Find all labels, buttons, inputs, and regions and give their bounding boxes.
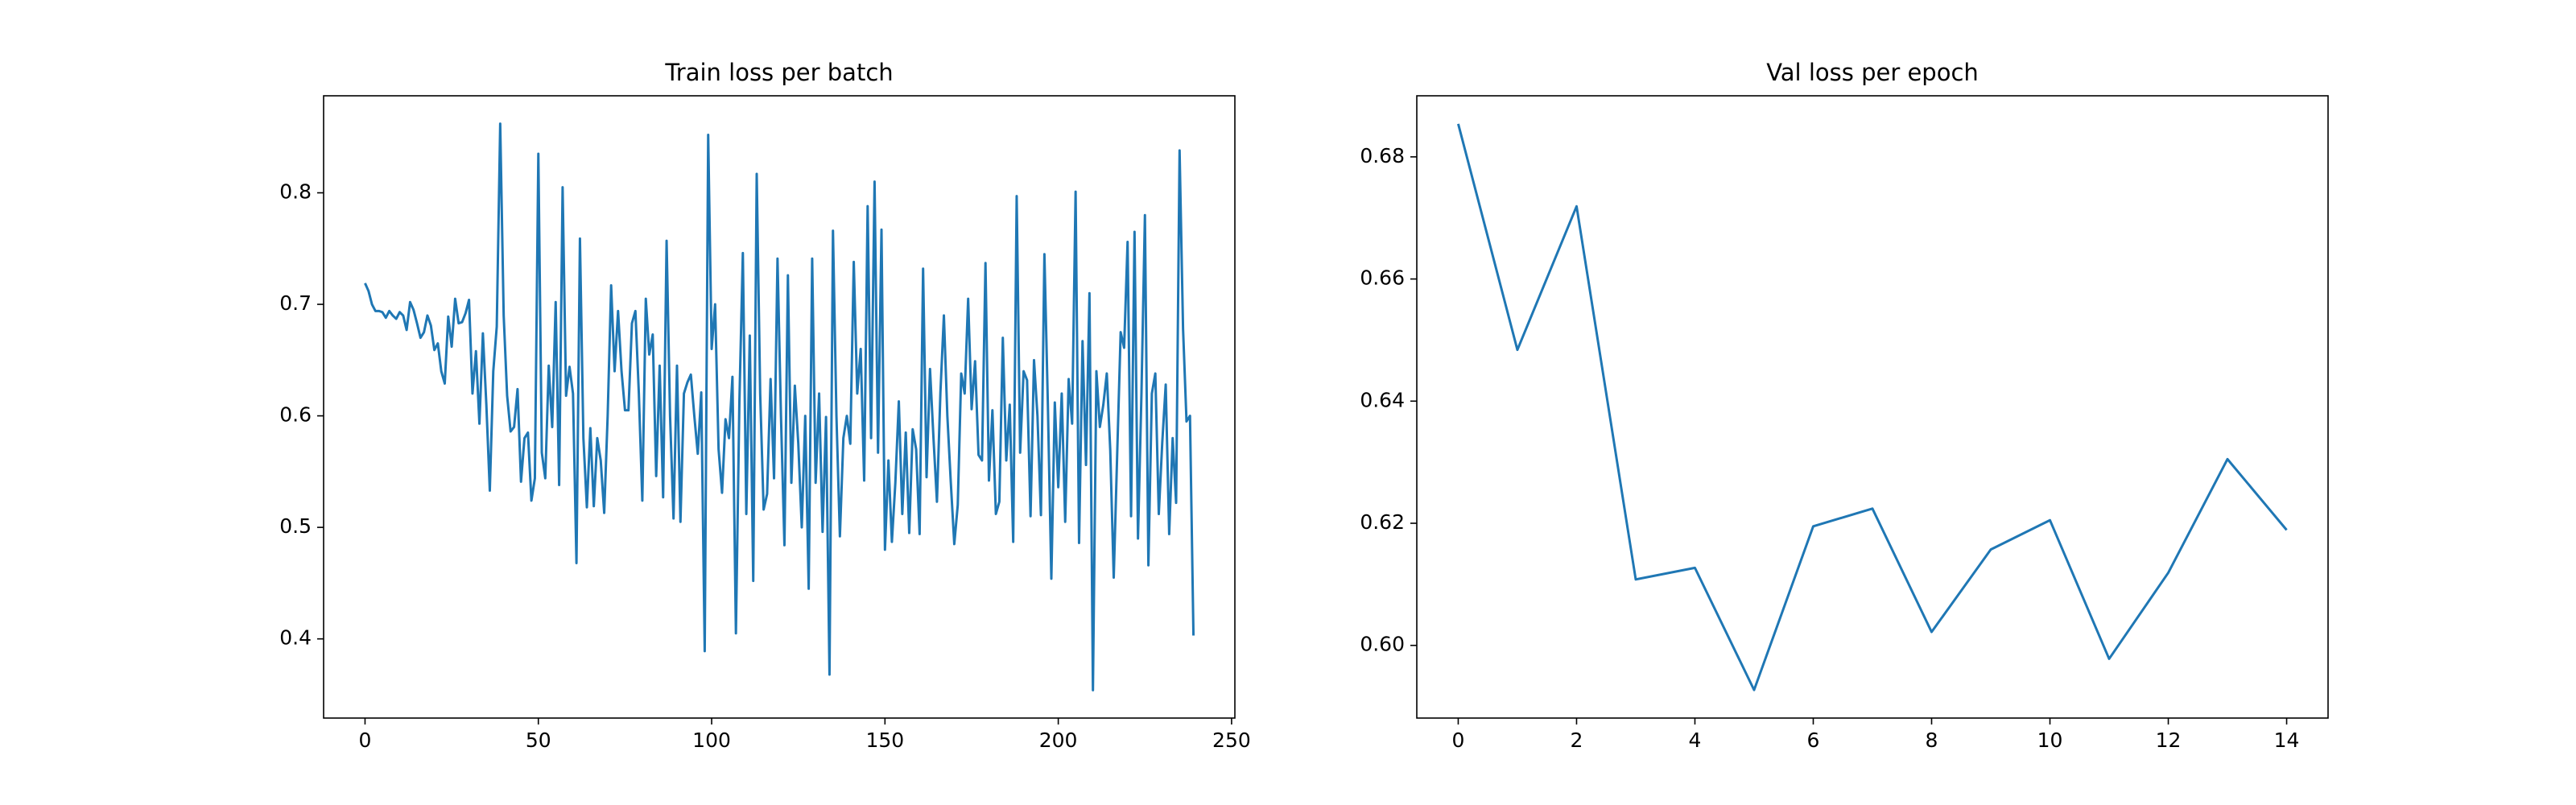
y-tick-label: 0.60 [1360,633,1405,656]
x-tick-label: 2 [1571,729,1583,752]
x-tick-label: 6 [1807,729,1820,752]
x-tick-label: 4 [1689,729,1702,752]
y-tick-label: 0.68 [1360,144,1405,167]
x-tick-label: 10 [2037,729,2063,752]
chart-title: Train loss per batch [664,59,893,86]
y-tick-label: 0.4 [279,626,312,650]
x-tick-label: 0 [359,729,372,752]
x-tick-label: 250 [1212,729,1251,752]
y-tick-label: 0.7 [279,291,312,315]
y-tick-label: 0.66 [1360,266,1405,290]
y-tick-label: 0.64 [1360,388,1405,411]
loss-line [1456,123,2288,691]
x-tick-label: 100 [692,729,731,752]
x-tick-label: 8 [1926,729,1938,752]
loss-line [364,122,1195,691]
x-tick-label: 14 [2274,729,2300,752]
x-tick-label: 12 [2156,729,2182,752]
x-tick-label: 200 [1039,729,1078,752]
x-tick-label: 0 [1452,729,1465,752]
x-tick-label: 150 [865,729,904,752]
y-tick-label: 0.5 [279,514,312,538]
plot-frame [1416,95,2329,719]
y-tick-label: 0.62 [1360,510,1405,534]
y-tick-label: 0.8 [279,180,312,204]
x-tick-label: 50 [526,729,551,752]
chart-title: Val loss per epoch [1766,59,1979,86]
y-tick-label: 0.6 [279,403,312,427]
plot-frame [323,95,1236,719]
